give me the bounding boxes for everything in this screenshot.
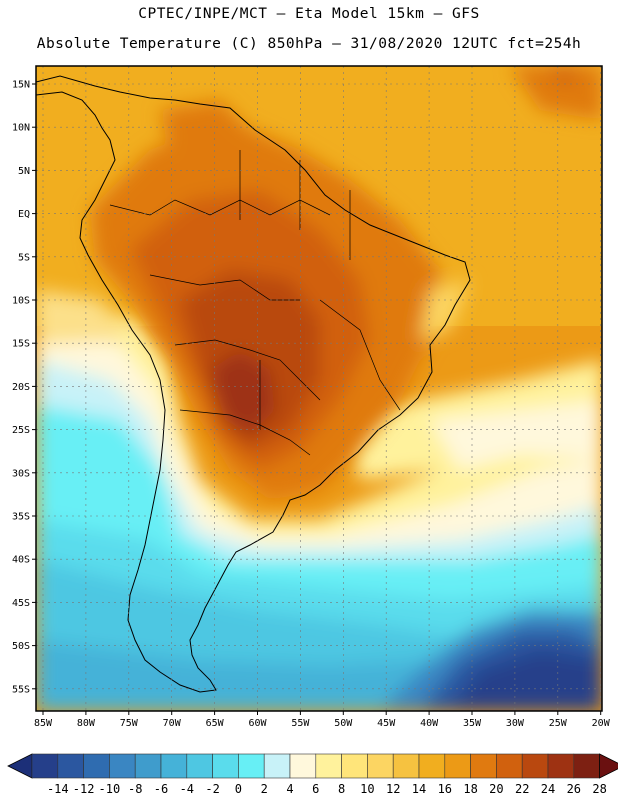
colorbar-swatch bbox=[341, 753, 368, 779]
title-line-2: Absolute Temperature (C) 850hPa — 31/08/… bbox=[36, 36, 582, 52]
colorbar-swatch bbox=[418, 753, 446, 779]
colorbar-swatch bbox=[367, 753, 394, 779]
field-cold-bands bbox=[36, 290, 602, 711]
map-frame bbox=[35, 65, 603, 712]
colorbar-swatch bbox=[134, 753, 162, 779]
lon-label: 75W bbox=[120, 718, 139, 729]
lon-label: 50W bbox=[334, 718, 353, 729]
lon-label: 80W bbox=[77, 718, 96, 729]
lat-label: 5N bbox=[18, 166, 30, 177]
lon-label: 70W bbox=[163, 718, 182, 729]
colorbar-swatch bbox=[289, 753, 317, 779]
lat-label: 25S bbox=[12, 425, 30, 436]
latitude-labels: 15N 10N 5N EQ 5S 10S 15S 20S 25S 30S 35S 40S 45S 50S 5… bbox=[12, 80, 36, 695]
colorbar-swatch bbox=[31, 753, 59, 779]
lon-label: 65W bbox=[206, 718, 225, 729]
colorbar-swatch bbox=[83, 753, 110, 779]
lon-label: 85W bbox=[34, 718, 53, 729]
lat-label: EQ bbox=[18, 209, 30, 220]
lon-label: 30W bbox=[506, 718, 525, 729]
colorbar-label: 26 bbox=[567, 782, 581, 796]
lat-label: 10N bbox=[12, 123, 30, 134]
colorbar-swatch bbox=[392, 753, 420, 779]
lon-label: 40W bbox=[420, 718, 439, 729]
title-line-1: CPTEC/INPE/MCT — Eta Model 15km — GFS bbox=[138, 6, 480, 22]
colorbar-swatch bbox=[160, 753, 188, 779]
colorbar-label: -2 bbox=[205, 782, 219, 796]
colorbar-label: -12 bbox=[73, 782, 95, 796]
lat-lon-grid bbox=[36, 66, 602, 711]
colorbar-swatch bbox=[186, 753, 213, 779]
lat-label: 15S bbox=[12, 339, 30, 350]
colorbar-swatch bbox=[547, 753, 575, 779]
colorbar-label: 10 bbox=[360, 782, 374, 796]
colorbar-label: 2 bbox=[261, 782, 268, 796]
colorbar-label: 6 bbox=[312, 782, 319, 796]
lon-label: 25W bbox=[549, 718, 568, 729]
colorbar-swatch bbox=[521, 753, 549, 779]
lat-label: 35S bbox=[12, 512, 30, 523]
colorbar-label: -8 bbox=[128, 782, 142, 796]
colorbar-label: 8 bbox=[338, 782, 345, 796]
lon-label: 45W bbox=[377, 718, 396, 729]
colorbar-label: -4 bbox=[180, 782, 194, 796]
lat-label: 5S bbox=[18, 252, 30, 263]
lon-label: 60W bbox=[248, 718, 267, 729]
lon-label: 35W bbox=[463, 718, 482, 729]
colorbar-swatch bbox=[212, 753, 239, 779]
country-borders bbox=[109, 150, 401, 456]
colorbar-swatch bbox=[109, 753, 136, 779]
colorbar-label: 16 bbox=[438, 782, 452, 796]
lon-label: 55W bbox=[291, 718, 310, 729]
colorbar-swatch bbox=[238, 753, 265, 779]
lon-label: 20W bbox=[592, 718, 611, 729]
colorbar-low-cap bbox=[7, 753, 33, 779]
colorbar-swatch bbox=[444, 753, 471, 779]
colorbar-label: 28 bbox=[592, 782, 606, 796]
colorbar-label: 4 bbox=[286, 782, 293, 796]
coastline bbox=[36, 75, 471, 693]
lat-label: 55S bbox=[12, 684, 30, 695]
colorbar-label: -10 bbox=[99, 782, 121, 796]
lat-label: 45S bbox=[12, 598, 30, 609]
colorbar-label: 22 bbox=[515, 782, 529, 796]
longitude-labels: 85W 80W 75W 70W 65W 60W 55W 50W 45W 40W 35W 30W 25W 2… bbox=[34, 711, 611, 729]
temperature-field bbox=[36, 66, 602, 711]
colorbar-swatch bbox=[315, 753, 342, 779]
colorbar-swatch bbox=[573, 753, 600, 779]
colorbar-swatch bbox=[57, 753, 84, 779]
colorbar: -14 -12 -10 -8 -6 -4 -2 0 2 4 6 8 10 12 14 16 18 20 22 24 26… bbox=[7, 753, 618, 796]
lat-label: 30S bbox=[12, 468, 30, 479]
colorbar-label: 0 bbox=[235, 782, 242, 796]
lat-label: 10S bbox=[12, 296, 30, 307]
colorbar-label: -14 bbox=[47, 782, 69, 796]
colorbar-label: 20 bbox=[489, 782, 503, 796]
lat-label: 50S bbox=[12, 641, 30, 652]
colorbar-label: 18 bbox=[463, 782, 477, 796]
colorbar-swatch bbox=[496, 753, 523, 779]
colorbar-swatch bbox=[263, 753, 291, 779]
colorbar-swatch bbox=[470, 753, 497, 779]
lat-label: 20S bbox=[12, 382, 30, 393]
colorbar-label: 14 bbox=[412, 782, 426, 796]
colorbar-label: 12 bbox=[386, 782, 400, 796]
colorbar-high-cap bbox=[599, 753, 618, 779]
colorbar-label: 24 bbox=[541, 782, 555, 796]
lat-label: 15N bbox=[12, 80, 30, 91]
colorbar-label: -6 bbox=[154, 782, 168, 796]
lat-label: 40S bbox=[12, 555, 30, 566]
